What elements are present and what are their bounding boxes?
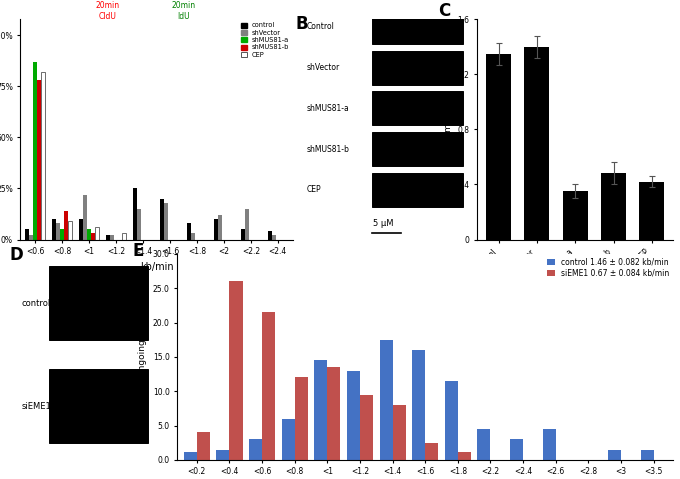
- Bar: [563, 191, 588, 240]
- Bar: [262, 312, 275, 460]
- X-axis label: kb/min: kb/min: [139, 262, 173, 272]
- Bar: [60, 229, 64, 240]
- Text: siEME1: siEME1: [22, 402, 52, 411]
- Bar: [412, 350, 425, 460]
- Text: 20min: 20min: [95, 1, 120, 11]
- Bar: [458, 452, 471, 460]
- Bar: [79, 219, 83, 240]
- Bar: [327, 367, 341, 460]
- Text: E: E: [133, 241, 144, 260]
- Bar: [268, 231, 272, 240]
- Bar: [445, 381, 458, 460]
- Text: B: B: [295, 15, 307, 33]
- Bar: [641, 449, 653, 460]
- Bar: [122, 233, 126, 240]
- Bar: [56, 223, 60, 240]
- Bar: [106, 235, 110, 240]
- Bar: [486, 54, 511, 240]
- Bar: [272, 235, 276, 240]
- Bar: [372, 132, 463, 166]
- Bar: [425, 443, 439, 460]
- Bar: [639, 182, 664, 240]
- Bar: [191, 233, 195, 240]
- Bar: [372, 51, 463, 85]
- Bar: [160, 199, 164, 240]
- Bar: [601, 173, 626, 240]
- Bar: [87, 229, 91, 240]
- Bar: [379, 340, 392, 460]
- Bar: [25, 229, 29, 240]
- Bar: [477, 429, 490, 460]
- Y-axis label: % of ongoing forks: % of ongoing forks: [138, 314, 147, 399]
- Bar: [197, 433, 210, 460]
- Bar: [229, 281, 243, 460]
- Bar: [68, 221, 72, 240]
- Bar: [294, 377, 308, 460]
- Bar: [52, 219, 56, 240]
- Text: D: D: [10, 246, 24, 263]
- Legend: control 1.46 ± 0.082 kb/min, siEME1 0.67 ± 0.084 kb/min: control 1.46 ± 0.082 kb/min, siEME1 0.67…: [547, 258, 669, 278]
- Bar: [608, 449, 621, 460]
- Bar: [33, 62, 37, 240]
- Bar: [29, 235, 33, 240]
- Bar: [524, 47, 549, 240]
- Bar: [50, 369, 148, 444]
- Bar: [184, 452, 197, 460]
- Bar: [37, 80, 41, 240]
- Bar: [214, 219, 218, 240]
- Bar: [372, 173, 463, 207]
- Bar: [95, 227, 99, 240]
- Bar: [510, 439, 523, 460]
- Bar: [245, 209, 249, 240]
- Bar: [392, 405, 406, 460]
- Text: CEP: CEP: [307, 185, 321, 194]
- Text: shMUS81-a: shMUS81-a: [307, 104, 350, 113]
- Text: shVector: shVector: [307, 63, 340, 72]
- Bar: [41, 72, 46, 240]
- Text: control: control: [22, 299, 51, 308]
- Bar: [543, 429, 556, 460]
- Bar: [110, 235, 114, 240]
- Bar: [372, 10, 463, 44]
- Text: C: C: [438, 1, 450, 20]
- Bar: [241, 229, 245, 240]
- Bar: [133, 189, 137, 240]
- Y-axis label: kb/min: kb/min: [443, 114, 452, 145]
- Bar: [91, 233, 95, 240]
- Legend: control, shVector, shMUS81-a, shMUS81-b, CEP: control, shVector, shMUS81-a, shMUS81-b,…: [241, 23, 290, 58]
- Bar: [360, 395, 373, 460]
- Bar: [50, 266, 148, 341]
- Text: Control: Control: [307, 23, 335, 31]
- Bar: [216, 449, 229, 460]
- Bar: [164, 203, 168, 240]
- Text: 20min: 20min: [172, 1, 196, 11]
- Bar: [249, 439, 262, 460]
- Bar: [347, 371, 360, 460]
- Bar: [218, 215, 222, 240]
- Bar: [137, 209, 141, 240]
- Text: IdU: IdU: [177, 12, 190, 22]
- Text: CIdU: CIdU: [99, 12, 116, 22]
- Bar: [83, 194, 87, 240]
- Text: shMUS81-b: shMUS81-b: [307, 145, 350, 154]
- Bar: [282, 419, 294, 460]
- Bar: [187, 223, 191, 240]
- Bar: [314, 360, 327, 460]
- Text: 5 μM: 5 μM: [373, 219, 394, 228]
- Bar: [372, 91, 463, 125]
- Bar: [64, 211, 68, 240]
